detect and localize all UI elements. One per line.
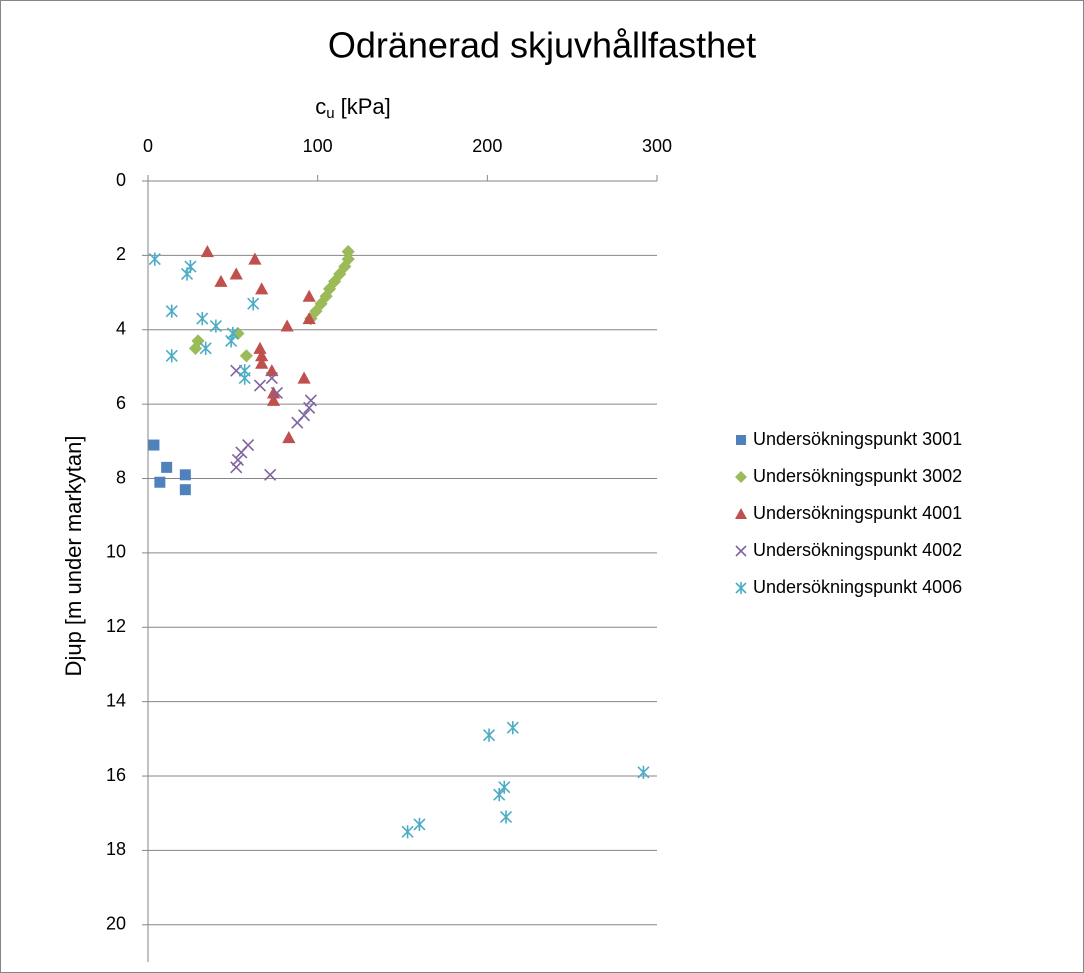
data-point — [265, 372, 278, 385]
data-point — [303, 401, 316, 414]
data-point — [499, 810, 513, 824]
x-title-unit: [kPa] — [341, 94, 391, 119]
data-point — [482, 728, 496, 742]
data-point — [214, 274, 228, 287]
data-point — [235, 446, 248, 459]
data-point — [229, 267, 243, 280]
data-point — [309, 304, 323, 318]
y-tick-label: 16 — [106, 765, 126, 785]
data-point — [154, 476, 166, 488]
data-point — [238, 371, 251, 385]
y-axis-title: Djup [m under markytan] — [61, 436, 86, 677]
y-tick-label: 18 — [106, 839, 126, 859]
data-point — [637, 765, 650, 779]
data-point — [493, 788, 506, 802]
data-point — [302, 312, 316, 325]
data-point — [266, 386, 281, 399]
data-point — [498, 780, 511, 794]
legend-marker — [735, 471, 747, 483]
data-point — [200, 245, 214, 258]
data-point — [247, 297, 260, 311]
data-point — [319, 289, 333, 303]
y-tick-label: 20 — [106, 914, 126, 934]
legend-label: Undersökningspunkt 3002 — [753, 466, 962, 486]
y-tick-label: 12 — [106, 616, 126, 636]
data-point — [266, 393, 281, 406]
data-point — [165, 304, 178, 318]
data-point — [506, 721, 519, 735]
x-tick-label: 300 — [642, 136, 672, 156]
y-tick-label: 10 — [106, 542, 126, 562]
data-point — [165, 349, 178, 363]
data-point — [199, 341, 212, 355]
legend-marker — [735, 545, 747, 557]
data-point — [304, 394, 317, 407]
y-tick-label: 0 — [116, 170, 126, 190]
data-point — [161, 461, 173, 473]
data-point — [255, 356, 269, 369]
x-tick-label: 0 — [143, 136, 153, 156]
data-point — [191, 334, 205, 348]
legend-label: Undersökningspunkt 4001 — [753, 503, 962, 523]
data-point — [239, 349, 254, 363]
data-point — [180, 267, 194, 281]
data-point — [338, 259, 352, 274]
data-point — [226, 326, 239, 341]
data-point — [209, 319, 222, 333]
data-point — [230, 461, 243, 474]
data-point — [280, 319, 294, 332]
data-point — [401, 825, 414, 839]
legend-label: Undersökningspunkt 4002 — [753, 540, 962, 560]
data-point — [265, 364, 279, 377]
data-point — [302, 289, 316, 302]
data-point — [341, 245, 355, 259]
y-tick-label: 14 — [106, 690, 126, 710]
y-tick-label: 4 — [116, 319, 126, 339]
x-title-symbol: c — [315, 94, 326, 119]
data-point — [297, 371, 311, 384]
legend-marker — [736, 435, 746, 445]
data-point — [179, 484, 191, 496]
data-point — [188, 341, 203, 355]
y-tick-label: 2 — [116, 244, 126, 264]
data-point — [253, 379, 267, 392]
legend-label: Undersökningspunkt 3001 — [753, 429, 962, 449]
x-tick-label: 100 — [303, 136, 333, 156]
data-point — [231, 453, 244, 466]
legend-label: Undersökningspunkt 4006 — [753, 577, 962, 597]
x-axis-title: cu [kPa] — [315, 94, 390, 122]
data-point — [255, 349, 269, 362]
legend-marker — [735, 508, 747, 519]
data-point — [196, 312, 209, 326]
chart-title: Odränerad skjuvhållfasthet — [328, 25, 756, 66]
data-point — [148, 439, 160, 451]
data-point — [413, 817, 426, 831]
data-point — [179, 469, 191, 481]
data-point — [148, 252, 161, 266]
data-point — [291, 416, 304, 429]
y-tick-label: 6 — [116, 393, 126, 413]
legend-marker — [735, 582, 747, 594]
data-point — [253, 341, 267, 354]
data-point — [225, 334, 238, 348]
x-tick-label: 200 — [472, 136, 502, 156]
data-point — [270, 386, 284, 400]
y-tick-label: 8 — [116, 467, 126, 487]
data-point — [248, 252, 262, 265]
data-point — [255, 282, 269, 295]
x-title-subscript: u — [326, 105, 334, 122]
data-point — [282, 431, 296, 444]
data-point — [264, 468, 277, 481]
data-point — [328, 274, 342, 289]
